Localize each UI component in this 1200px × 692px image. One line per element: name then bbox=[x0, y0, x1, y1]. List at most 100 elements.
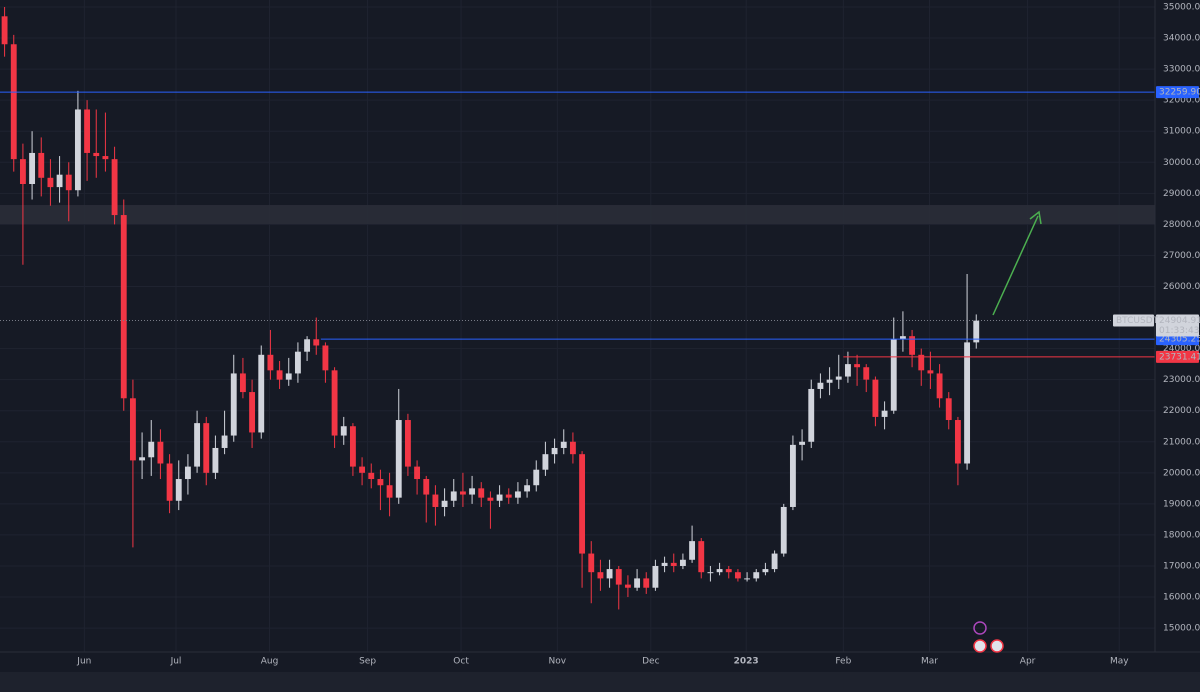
candle-body bbox=[927, 370, 934, 374]
candle-body bbox=[395, 420, 402, 498]
candle-body bbox=[404, 420, 411, 467]
candle-body bbox=[368, 472, 375, 480]
y-tick-label: 35000.00 bbox=[1163, 2, 1200, 12]
candle-body bbox=[854, 364, 861, 368]
candle-body bbox=[496, 494, 503, 501]
x-tick-label: Nov bbox=[549, 657, 567, 667]
candle-body bbox=[835, 376, 842, 380]
candle-body bbox=[148, 441, 155, 458]
y-tick-label: 30000.00 bbox=[1163, 158, 1200, 168]
x-tick-label: May bbox=[1110, 657, 1129, 667]
candle-body bbox=[964, 342, 971, 464]
candle-body bbox=[551, 447, 558, 455]
x-tick-label: Oct bbox=[453, 657, 469, 667]
event-icon[interactable] bbox=[990, 639, 1004, 653]
candle-body bbox=[74, 109, 81, 191]
arrow-head bbox=[1029, 210, 1042, 225]
event-icon[interactable] bbox=[973, 621, 987, 635]
candle-body bbox=[294, 351, 301, 374]
candle-body bbox=[212, 447, 219, 473]
y-tick-label: 24000.00 bbox=[1163, 344, 1200, 354]
candle-body bbox=[441, 500, 448, 507]
candle-body bbox=[414, 466, 421, 480]
y-tick-label: 31000.00 bbox=[1163, 127, 1200, 137]
y-tick-label: 16000.00 bbox=[1163, 593, 1200, 603]
candle-body bbox=[478, 488, 485, 498]
axis-labels: 15000.00 16000.00 17000.00 18000.00 19000.00… bbox=[76, 2, 1200, 666]
candle-body bbox=[744, 578, 751, 580]
candle-body bbox=[340, 426, 347, 436]
candle-body bbox=[533, 469, 540, 486]
y-tick-label: 27000.00 bbox=[1163, 251, 1200, 261]
candle-body bbox=[817, 382, 824, 389]
symbol-box bbox=[1113, 314, 1154, 327]
candle-body bbox=[588, 553, 595, 573]
level-label: 24305.25 bbox=[1159, 335, 1200, 345]
candle-body bbox=[624, 584, 631, 588]
candle-body bbox=[166, 463, 173, 501]
candle-body bbox=[899, 336, 906, 340]
y-tick-label: 33000.00 bbox=[1163, 65, 1200, 75]
candle-body bbox=[450, 491, 457, 501]
candle-body bbox=[844, 364, 851, 377]
candle-body bbox=[230, 373, 237, 436]
candle-body bbox=[945, 398, 952, 421]
candle-body bbox=[707, 572, 714, 574]
candle-body bbox=[120, 215, 127, 399]
candle-body bbox=[313, 339, 320, 346]
candle-body bbox=[634, 578, 641, 588]
candle-body bbox=[514, 491, 521, 498]
candle-body bbox=[524, 485, 531, 492]
candle-body bbox=[10, 44, 17, 160]
y-tick-label: 26000.00 bbox=[1163, 282, 1200, 292]
grid bbox=[0, 0, 1155, 652]
candle-body bbox=[129, 398, 136, 461]
candle-body bbox=[267, 354, 274, 371]
level-label-box bbox=[1156, 350, 1199, 363]
candle-body bbox=[973, 320, 980, 343]
candle-body bbox=[423, 479, 430, 495]
candle-body bbox=[560, 441, 567, 448]
footer bbox=[0, 672, 1200, 692]
y-tick-label: 21000.00 bbox=[1163, 437, 1200, 447]
level-label: 32259.90 bbox=[1159, 88, 1200, 98]
candle-body bbox=[725, 569, 732, 573]
candle-body bbox=[111, 159, 118, 216]
candle-body bbox=[285, 373, 292, 380]
candle-body bbox=[84, 109, 91, 153]
x-tick-label: Mar bbox=[921, 657, 938, 667]
event-icon[interactable] bbox=[973, 639, 987, 653]
x-tick-label: Jun bbox=[76, 657, 91, 667]
candle-body bbox=[799, 441, 806, 445]
candle-body bbox=[304, 339, 311, 352]
candle-body bbox=[386, 485, 393, 498]
candle-body bbox=[679, 559, 686, 566]
candle-body bbox=[689, 541, 696, 560]
x-tick-label: Dec bbox=[642, 657, 659, 667]
candle-body bbox=[780, 506, 787, 554]
candle-body bbox=[615, 569, 622, 585]
candle-body bbox=[606, 569, 613, 579]
candle-body bbox=[716, 569, 723, 573]
candle-body bbox=[239, 373, 246, 393]
candle-body bbox=[38, 152, 45, 178]
candle-body bbox=[734, 572, 741, 579]
x-tick-label: Aug bbox=[261, 657, 279, 667]
candle-body bbox=[47, 177, 54, 188]
candle-body bbox=[789, 444, 796, 507]
x-tick-label: 2023 bbox=[734, 657, 759, 667]
y-tick-label: 23000.00 bbox=[1163, 375, 1200, 385]
candles bbox=[1, 6, 980, 610]
candle-body bbox=[102, 156, 109, 160]
y-tick-label: 29000.00 bbox=[1163, 189, 1200, 199]
candle-body bbox=[872, 379, 879, 417]
candle-body bbox=[258, 354, 265, 433]
y-tick-label: 32000.00 bbox=[1163, 96, 1200, 106]
x-tick-label: Sep bbox=[359, 657, 376, 667]
candle-body bbox=[753, 572, 760, 579]
last-price-label: 24904.91 bbox=[1159, 316, 1200, 326]
candle-body bbox=[19, 159, 26, 185]
candle-body bbox=[194, 423, 201, 467]
candle-body bbox=[221, 435, 228, 448]
